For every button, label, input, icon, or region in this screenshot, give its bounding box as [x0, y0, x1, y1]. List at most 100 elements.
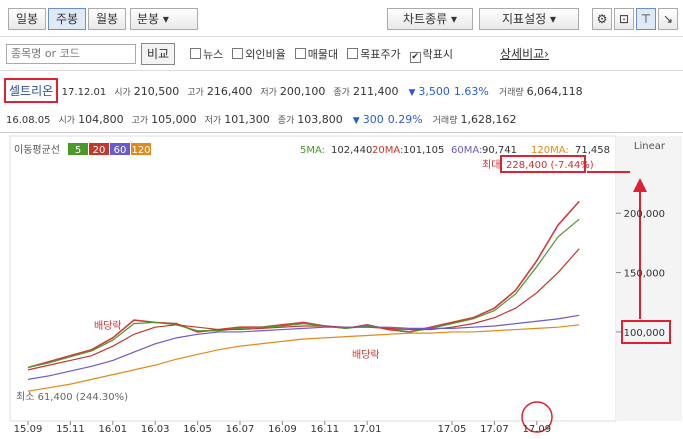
legend-label: 5 [75, 145, 81, 156]
x-tick-label: 16.03 [141, 424, 170, 435]
checkbox [347, 48, 359, 59]
field-label: 저가 [204, 116, 222, 126]
tool-icon[interactable]: ↘ [658, 8, 678, 30]
field-value: 211,400 [352, 85, 399, 98]
divider [0, 70, 683, 71]
field-value: 200,100 [279, 85, 326, 98]
dividend-label: 배당락 [352, 349, 380, 361]
legend-swatch [68, 143, 88, 155]
volume: 6,064,118 [526, 85, 583, 98]
x-tick-label: 17.05 [438, 424, 467, 435]
label: 차트종류 [402, 12, 448, 26]
highlight-box [621, 320, 671, 344]
stock-name: 셀트리온 [4, 78, 59, 103]
checkbox [232, 48, 244, 59]
min-text: 최소 61,400 (244.30%) [16, 391, 128, 403]
label: 상세비교 [500, 47, 545, 61]
scale-label: Linear [634, 141, 666, 152]
y-tick-label: 200,000 [624, 209, 665, 220]
label: 지표설정 [501, 12, 547, 26]
checkbox-option[interactable]: 외인비율 [232, 48, 286, 61]
field-value: 216,400 [206, 85, 253, 98]
legend-title: 이동평균선 [14, 144, 60, 156]
x-tick-label: 17.01 [353, 424, 382, 435]
period-button[interactable]: 주봉 [48, 8, 86, 30]
detail-link[interactable]: 상세비교› [500, 47, 549, 61]
checkbox-option[interactable]: ✔ 락표시 [409, 48, 453, 63]
field-value: 101,300 [224, 113, 270, 126]
field-label: 고가 [187, 88, 204, 98]
max-label: 최대 [482, 159, 500, 171]
legend-label: 60 [114, 145, 127, 156]
x-tick-label: 16.01 [98, 424, 127, 435]
options: 뉴스 외인비율 매물대 목표주가 ✔ 락표시 [190, 46, 462, 63]
ma-readout-label: 120MA: [531, 145, 569, 156]
ma-readout-label: 5MA: [300, 145, 325, 156]
series-line [27, 218, 580, 369]
volume-label: 거래량 [432, 116, 458, 126]
dividend-label: 배당락 [94, 320, 122, 332]
chart-type-dropdown[interactable]: 차트종류 ▾ [387, 8, 473, 30]
plot-frame [9, 135, 617, 422]
ma-readout-value: 101,105 [403, 145, 444, 156]
ma-readout-value: 90,741 [482, 145, 517, 156]
quote-row: 셀트리온 17.12.01 시가 210,500 고가 216,400 저가 200,100… [0, 78, 683, 103]
checkbox-option[interactable]: 뉴스 [190, 48, 223, 61]
field-value: 210,500 [133, 85, 180, 98]
highlight-box [500, 155, 586, 173]
ma-readout-label: 20MA: [372, 145, 403, 156]
tool-icon[interactable]: ⊤ [636, 8, 656, 30]
field-label: 고가 [131, 116, 149, 126]
compare-button[interactable]: 비교 [141, 43, 175, 65]
legend-swatch [110, 143, 130, 155]
date: 17.12.01 [61, 87, 107, 98]
field-value: 105,000 [151, 113, 197, 126]
field-value: 103,800 [297, 113, 343, 126]
quote-row: 16.08.05 시가 104,800 고가 105,000 저가 101,300 종가 103… [0, 113, 683, 126]
axis-panel [616, 136, 682, 421]
period-button[interactable]: 일봉 [8, 8, 46, 30]
series-line [27, 200, 580, 369]
legend-swatch [89, 143, 109, 155]
x-tick-label: 15.11 [56, 424, 85, 435]
period-button[interactable]: 월봉 [88, 8, 126, 30]
field-label: 시가 [58, 116, 76, 126]
checkbox-option[interactable]: 목표주가 [347, 48, 401, 61]
x-tick-label: 16.05 [183, 424, 212, 435]
series-line [27, 314, 580, 380]
date: 16.08.05 [6, 115, 51, 126]
down-arrow: ▼ [352, 116, 360, 126]
checkbox [294, 48, 306, 59]
x-tick-label: 17.09 [522, 424, 551, 435]
y-tick-label: 100,000 [624, 328, 665, 339]
checkbox: ✔ [409, 52, 421, 63]
down-arrow: ▼ [408, 88, 416, 98]
divider [0, 132, 683, 133]
tool-icon[interactable]: ⚙ [592, 8, 612, 30]
checkbox-option[interactable]: 매물대 [294, 48, 339, 61]
checkbox-label: 매물대 [307, 48, 339, 61]
tool-icon[interactable]: ⊡ [614, 8, 634, 30]
search-input[interactable]: 종목명 or 코드 [6, 44, 136, 64]
x-tick-label: 16.09 [268, 424, 297, 435]
ma-readout-label: 60MA: [451, 145, 482, 156]
x-tick-label: 17.07 [480, 424, 509, 435]
ma-readout-value: 102,440 [331, 145, 372, 156]
ma-readout-value: 71,458 [575, 145, 610, 156]
y-tick-label: 150,000 [624, 269, 665, 280]
checkbox-label: 뉴스 [203, 48, 224, 61]
legend-swatch [131, 143, 151, 155]
x-tick-label: 16.07 [226, 424, 255, 435]
label: 분봉 [137, 12, 160, 26]
rate: 1.63% [453, 85, 489, 98]
checkbox-label: 목표주가 [360, 48, 401, 61]
period-dropdown[interactable]: 분봉 ▾ [130, 8, 198, 30]
series-line [27, 324, 580, 392]
indicator-dropdown[interactable]: 지표설정 ▾ [479, 8, 579, 30]
divider [0, 36, 683, 37]
x-tick-label: 16.11 [310, 424, 339, 435]
x-tick-label: 15.09 [14, 424, 43, 435]
rate: 0.29% [387, 113, 423, 126]
change: 300 [362, 113, 384, 126]
